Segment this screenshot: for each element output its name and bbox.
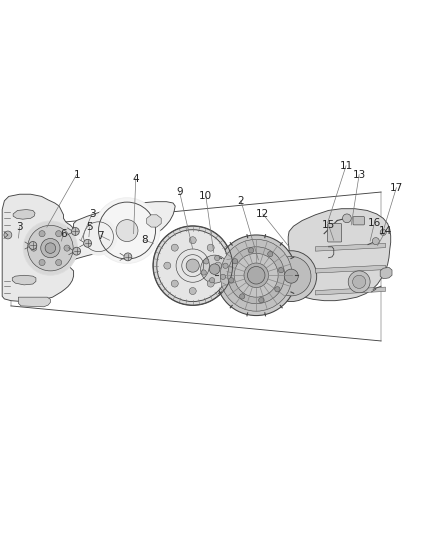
Circle shape <box>201 270 206 275</box>
Text: 3: 3 <box>88 209 95 219</box>
Circle shape <box>171 280 178 287</box>
Circle shape <box>207 280 214 287</box>
Circle shape <box>220 274 226 279</box>
Circle shape <box>171 244 178 251</box>
Polygon shape <box>315 287 385 295</box>
Circle shape <box>84 239 92 247</box>
Circle shape <box>275 287 280 292</box>
Circle shape <box>244 263 268 287</box>
Circle shape <box>73 247 81 255</box>
Text: 15: 15 <box>322 220 335 230</box>
Circle shape <box>39 260 45 265</box>
Circle shape <box>157 230 229 302</box>
Circle shape <box>41 238 60 258</box>
Polygon shape <box>287 209 391 301</box>
Circle shape <box>153 226 232 305</box>
Circle shape <box>234 253 278 297</box>
Polygon shape <box>315 243 385 251</box>
Circle shape <box>209 278 215 283</box>
Circle shape <box>209 264 220 274</box>
Circle shape <box>266 251 317 302</box>
Circle shape <box>189 287 196 295</box>
Circle shape <box>353 275 366 288</box>
Circle shape <box>204 259 209 264</box>
FancyBboxPatch shape <box>328 223 342 242</box>
Circle shape <box>39 231 45 237</box>
Text: 4: 4 <box>132 174 139 184</box>
Circle shape <box>164 262 171 269</box>
Circle shape <box>233 259 238 264</box>
Circle shape <box>216 235 297 316</box>
Text: 2: 2 <box>237 196 244 206</box>
Circle shape <box>45 243 56 253</box>
Text: 11: 11 <box>339 161 353 171</box>
Circle shape <box>372 238 379 245</box>
Circle shape <box>229 278 234 283</box>
Circle shape <box>56 231 62 237</box>
Circle shape <box>247 266 265 284</box>
Polygon shape <box>18 297 50 307</box>
Circle shape <box>124 253 132 261</box>
Circle shape <box>272 256 311 296</box>
Polygon shape <box>147 215 161 227</box>
Circle shape <box>223 263 228 269</box>
Polygon shape <box>12 275 36 285</box>
Circle shape <box>380 229 386 236</box>
Circle shape <box>228 247 285 304</box>
Text: 13: 13 <box>353 169 366 180</box>
Polygon shape <box>2 194 74 302</box>
Circle shape <box>80 219 117 255</box>
Text: 1: 1 <box>73 169 80 180</box>
Text: 3: 3 <box>16 222 23 232</box>
Circle shape <box>71 228 79 236</box>
Circle shape <box>248 248 254 253</box>
Circle shape <box>279 268 284 273</box>
Circle shape <box>196 251 233 287</box>
Circle shape <box>259 297 264 303</box>
Circle shape <box>31 245 37 251</box>
Circle shape <box>240 294 245 299</box>
Text: 17: 17 <box>390 183 403 192</box>
Circle shape <box>220 239 292 311</box>
Circle shape <box>28 225 73 271</box>
Circle shape <box>94 198 160 263</box>
Circle shape <box>4 231 12 239</box>
Circle shape <box>268 252 273 257</box>
Text: 14: 14 <box>379 227 392 237</box>
Polygon shape <box>13 209 35 219</box>
Circle shape <box>186 259 199 272</box>
Circle shape <box>189 237 196 244</box>
Circle shape <box>215 262 222 269</box>
Circle shape <box>284 269 298 283</box>
Circle shape <box>348 271 370 293</box>
Circle shape <box>201 255 229 283</box>
Text: 16: 16 <box>368 217 381 228</box>
Polygon shape <box>315 265 385 273</box>
Text: 8: 8 <box>141 235 148 245</box>
Circle shape <box>207 244 214 251</box>
Circle shape <box>29 241 37 249</box>
Circle shape <box>116 220 138 241</box>
FancyBboxPatch shape <box>353 216 364 225</box>
Polygon shape <box>380 268 392 279</box>
Circle shape <box>56 260 62 265</box>
Text: 12: 12 <box>256 209 269 219</box>
Circle shape <box>215 255 220 261</box>
Text: 9: 9 <box>176 187 183 197</box>
Text: 5: 5 <box>86 222 93 232</box>
Polygon shape <box>74 201 175 260</box>
Text: 7: 7 <box>97 231 104 241</box>
Circle shape <box>64 245 70 251</box>
Circle shape <box>343 214 351 223</box>
Text: 10: 10 <box>199 191 212 201</box>
Circle shape <box>23 221 78 275</box>
Text: 6: 6 <box>60 229 67 239</box>
